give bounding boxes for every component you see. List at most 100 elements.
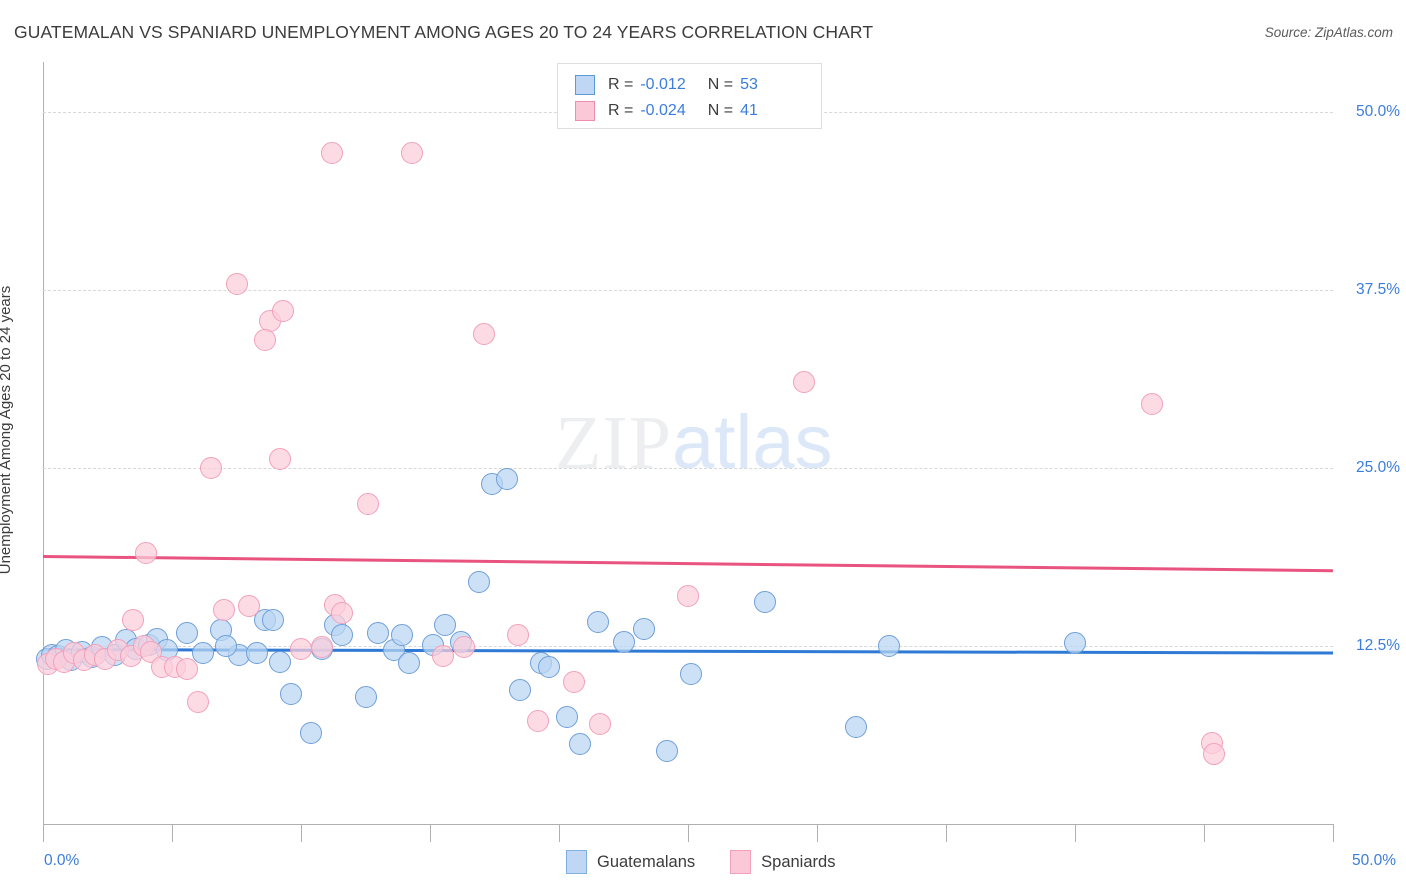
y-axis-title: Unemployment Among Ages 20 to 24 years — [0, 285, 14, 575]
x-tick-mark — [1204, 824, 1205, 842]
correlation-stats-box: R = -0.012 N = 53 R = -0.024 N = 41 — [557, 63, 822, 129]
data-point-s[interactable] — [320, 142, 343, 165]
data-point-s[interactable] — [677, 585, 699, 608]
data-point-g[interactable] — [331, 623, 354, 646]
data-point-g[interactable] — [269, 650, 292, 673]
guatemalan-n-label: N = — [707, 76, 734, 93]
data-point-s[interactable] — [331, 602, 354, 625]
legend-item-guatemalans[interactable]: Guatemalans — [566, 850, 695, 874]
data-point-s[interactable] — [310, 636, 333, 659]
x-tick-mark — [559, 824, 560, 842]
data-point-s[interactable] — [290, 637, 312, 660]
stats-row-guatemalans: R = -0.012 N = 53 — [575, 72, 758, 98]
data-point-g[interactable] — [398, 652, 421, 675]
x-tick-mark — [1333, 824, 1334, 842]
guatemalan-n-value: 53 — [740, 76, 758, 93]
data-point-g[interactable] — [261, 609, 284, 632]
x-tick-mark — [43, 824, 44, 842]
data-point-g[interactable] — [754, 590, 777, 613]
data-point-g[interactable] — [434, 613, 457, 636]
data-point-s[interactable] — [253, 328, 276, 351]
data-point-s[interactable] — [1141, 392, 1164, 415]
data-point-s[interactable] — [452, 636, 475, 659]
data-point-s[interactable] — [186, 690, 209, 713]
data-point-g[interactable] — [176, 622, 199, 645]
data-point-g[interactable] — [844, 716, 867, 739]
x-tick-mark — [946, 824, 947, 842]
data-point-g[interactable] — [215, 634, 238, 657]
data-point-s[interactable] — [225, 273, 248, 296]
data-point-s[interactable] — [563, 670, 586, 693]
spaniard-swatch-icon — [575, 101, 595, 121]
data-point-g[interactable] — [300, 721, 323, 744]
trend-line-spaniards — [42, 554, 1334, 573]
y-tick-label: 25.0% — [1356, 458, 1400, 476]
data-point-g[interactable] — [878, 634, 901, 657]
y-tick-label: 50.0% — [1356, 102, 1400, 120]
data-point-g[interactable] — [1064, 632, 1086, 655]
x-tick-mark — [688, 824, 689, 842]
data-point-s[interactable] — [122, 609, 145, 632]
data-point-g[interactable] — [656, 740, 679, 763]
x-tick-mark — [1075, 824, 1076, 842]
guatemalan-swatch-icon — [575, 75, 595, 95]
data-point-s[interactable] — [176, 657, 199, 680]
x-tick-mark — [172, 824, 173, 842]
data-point-g[interactable] — [568, 733, 591, 756]
data-point-g[interactable] — [633, 617, 656, 640]
data-point-g[interactable] — [354, 686, 377, 709]
x-tick-mark — [817, 824, 818, 842]
data-point-g[interactable] — [191, 642, 214, 665]
y-tick-label: 37.5% — [1356, 280, 1400, 298]
data-point-s[interactable] — [506, 623, 529, 646]
data-point-s[interactable] — [199, 456, 222, 479]
x-axis-max-label: 50.0% — [1352, 852, 1396, 869]
y-tick-label: 12.5% — [1356, 636, 1400, 654]
data-point-g[interactable] — [468, 570, 491, 593]
data-point-g[interactable] — [612, 630, 635, 653]
page-title: GUATEMALAN VS SPANIARD UNEMPLOYMENT AMON… — [14, 22, 874, 42]
data-point-g[interactable] — [279, 683, 302, 706]
data-point-g[interactable] — [537, 656, 560, 679]
data-point-s[interactable] — [357, 492, 380, 515]
spaniard-r-value: -0.024 — [640, 102, 686, 119]
data-point-s[interactable] — [527, 710, 550, 733]
guatemalans-legend-swatch-icon — [566, 850, 587, 874]
x-axis-min-label: 0.0% — [44, 852, 80, 869]
data-point-s[interactable] — [1203, 743, 1226, 766]
data-point-s[interactable] — [589, 713, 612, 736]
data-point-s[interactable] — [212, 599, 235, 622]
data-point-g[interactable] — [246, 642, 269, 665]
spaniard-n-value: 41 — [740, 102, 758, 119]
gridline — [43, 645, 1333, 647]
gridline — [43, 467, 1333, 469]
data-point-g[interactable] — [496, 468, 519, 491]
data-point-s[interactable] — [400, 142, 423, 165]
guatemalan-r-value: -0.012 — [640, 76, 686, 93]
x-tick-mark — [301, 824, 302, 842]
guatemalans-legend-label: Guatemalans — [597, 852, 696, 871]
data-point-g[interactable] — [586, 610, 609, 633]
data-point-s[interactable] — [269, 448, 292, 471]
source-label: Source: ZipAtlas.com — [1264, 25, 1393, 40]
data-point-s[interactable] — [238, 595, 261, 618]
guatemalan-r-label: R = — [608, 76, 634, 93]
data-point-s[interactable] — [271, 300, 294, 323]
spaniards-legend-swatch-icon — [730, 850, 752, 874]
stats-row-spaniards: R = -0.024 N = 41 — [575, 98, 758, 124]
legend-item-spaniards[interactable]: Spaniards — [730, 850, 835, 874]
spaniard-n-label: N = — [707, 102, 734, 119]
data-point-g[interactable] — [367, 622, 390, 645]
data-point-s[interactable] — [135, 542, 158, 565]
data-point-g[interactable] — [509, 679, 532, 702]
data-point-s[interactable] — [431, 644, 454, 667]
plot-area — [35, 62, 1334, 824]
data-point-g[interactable] — [390, 623, 413, 646]
y-axis-line — [43, 62, 44, 824]
data-point-s[interactable] — [793, 371, 816, 394]
spaniards-legend-label: Spaniards — [761, 852, 836, 871]
data-point-g[interactable] — [679, 663, 702, 686]
data-point-g[interactable] — [555, 706, 578, 729]
data-point-s[interactable] — [473, 323, 496, 346]
gridline — [43, 289, 1333, 291]
